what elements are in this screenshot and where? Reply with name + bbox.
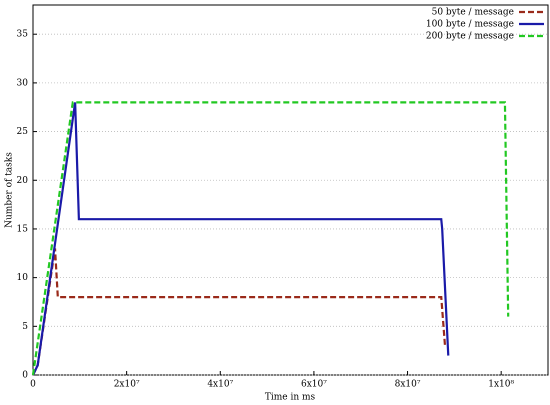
y-tick-label: 35 (17, 30, 29, 40)
y-tick-label: 15 (17, 224, 29, 234)
y-tick-label: 0 (22, 371, 28, 381)
y-axis-label: Number of tasks (5, 152, 15, 228)
x-tick-label: 4x10⁷ (207, 380, 233, 390)
legend-label: 50 byte / message (432, 8, 514, 18)
x-tick-label: 2x10⁷ (114, 380, 140, 390)
x-tick-label: 0 (30, 380, 36, 390)
y-tick-label: 5 (22, 322, 28, 332)
y-tick-label: 10 (17, 273, 29, 283)
x-tick-label: 1x10⁸ (488, 380, 514, 390)
data-line (32, 248, 447, 376)
x-tick-label: 8x10⁷ (395, 380, 421, 390)
plot-frame (32, 4, 549, 376)
data-line (32, 102, 450, 376)
y-tick-label: 25 (17, 127, 29, 137)
x-tick-label: 6x10⁷ (301, 380, 327, 390)
y-tick-label: 30 (17, 78, 29, 88)
data-line (31, 101, 510, 376)
legend-label: 100 byte / message (426, 20, 514, 30)
legend-label: 200 byte / message (426, 32, 514, 42)
y-tick-label: 20 (17, 176, 29, 186)
x-axis-label: Time in ms (265, 393, 316, 403)
